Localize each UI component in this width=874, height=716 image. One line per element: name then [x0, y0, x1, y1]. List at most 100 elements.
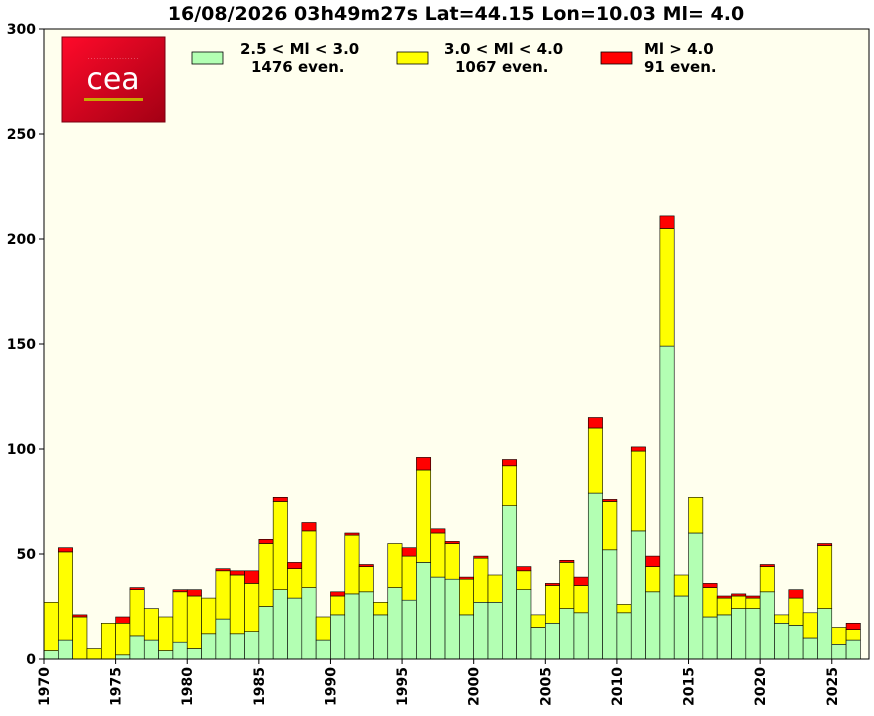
- bar-mid-2024: [817, 545, 833, 609]
- bar-low-1981: [201, 633, 217, 660]
- bar-mid-1998: [444, 543, 460, 580]
- bar-mid-1971: [58, 551, 73, 641]
- bar-low-2025: [831, 643, 847, 660]
- bar-high-1999: [459, 576, 474, 580]
- legend-swatch-low: [191, 51, 224, 65]
- bar-high-1987: [287, 562, 303, 570]
- bar-mid-1979: [172, 591, 188, 643]
- x-tick-label: 2020: [753, 667, 769, 706]
- x-tick-label: 1980: [180, 667, 196, 706]
- x-tick-label: 1990: [323, 667, 339, 706]
- y-tick-label: 150: [7, 337, 36, 353]
- bar-low-1983: [229, 633, 245, 660]
- legend-count-mid: 1067 even.: [455, 58, 548, 76]
- bar-high-2008: [587, 417, 603, 429]
- bar-low-2022: [788, 625, 804, 660]
- bar-low-1989: [315, 639, 331, 660]
- bar-mid-1987: [287, 568, 303, 599]
- bar-mid-1997: [430, 532, 446, 578]
- bar-low-1985: [258, 606, 274, 660]
- bar-low-1984: [244, 631, 260, 660]
- bar-mid-2004: [530, 614, 546, 628]
- bar-low-2001: [487, 601, 503, 660]
- bar-mid-2026: [845, 629, 861, 641]
- cea-logo: · · · · · · · · · · · · · · · · · · cea: [61, 36, 166, 123]
- bar-mid-1970: [43, 601, 59, 651]
- bar-high-2002: [502, 459, 517, 467]
- bar-low-1993: [373, 614, 389, 660]
- bar-mid-2023: [802, 612, 818, 639]
- bar-high-2026: [845, 622, 861, 630]
- bar-mid-1990: [330, 595, 346, 616]
- bar-mid-1993: [373, 601, 389, 616]
- bar-low-1975: [115, 654, 131, 660]
- bar-high-2019: [745, 595, 761, 599]
- bar-high-1979: [172, 589, 188, 593]
- x-tick-label: 2025: [825, 667, 841, 706]
- bar-low-1996: [416, 562, 432, 660]
- y-tick-label: 300: [7, 22, 36, 38]
- bar-high-2000: [473, 555, 489, 559]
- bar-mid-2018: [731, 595, 747, 609]
- bar-low-2000: [473, 601, 489, 660]
- x-tick-label: 2010: [610, 667, 626, 706]
- y-axis: 0 50 100 150 200 250 300: [7, 22, 44, 668]
- legend-range-low: 2.5 < Ml < 3.0: [240, 40, 359, 58]
- bar-low-2008: [587, 492, 603, 660]
- bar-mid-2001: [487, 574, 503, 603]
- x-tick-label: 1970: [37, 667, 53, 706]
- bar-high-2006: [559, 559, 575, 563]
- x-tick-label: 2015: [682, 667, 698, 706]
- bar-low-2004: [530, 627, 546, 660]
- legend: 2.5 < Ml < 3.0 1476 even. 3.0 < Ml < 4.0…: [191, 40, 717, 76]
- bar-high-1991: [344, 532, 360, 536]
- bar-mid-1976: [129, 589, 145, 637]
- bar-mid-1982: [215, 570, 231, 620]
- bar-high-1975: [115, 616, 131, 624]
- bar-mid-2014: [673, 574, 689, 597]
- legend-count-low: 1476 even.: [251, 58, 344, 76]
- bar-high-2024: [817, 543, 833, 546]
- bar-low-2014: [673, 595, 689, 660]
- bar-mid-1974: [100, 622, 116, 660]
- bar-mid-1984: [244, 583, 260, 633]
- bar-high-2020: [759, 564, 775, 567]
- bar-mid-2019: [745, 597, 761, 609]
- bar-mid-1994: [387, 543, 403, 588]
- legend-range-mid: 3.0 < Ml < 4.0: [444, 40, 563, 58]
- bar-low-2012: [645, 591, 661, 660]
- bar-low-1992: [358, 591, 374, 660]
- bar-mid-1977: [143, 608, 159, 641]
- bar-low-1970: [43, 650, 59, 660]
- bar-low-1977: [143, 639, 159, 660]
- legend-swatch-high: [600, 51, 633, 65]
- bar-mid-2007: [573, 585, 589, 614]
- bar-low-1998: [444, 578, 460, 660]
- bar-mid-2015: [688, 496, 704, 534]
- bar-low-1997: [430, 576, 446, 660]
- x-tick-label: 2000: [467, 667, 483, 706]
- logo-text: cea: [86, 62, 139, 97]
- bar-high-1971: [58, 547, 73, 553]
- bar-mid-2021: [774, 614, 790, 624]
- bar-mid-2022: [788, 597, 804, 626]
- bar-high-2003: [516, 566, 532, 572]
- x-tick-label: 1985: [252, 667, 268, 706]
- y-tick-label: 250: [7, 127, 36, 143]
- bar-low-1979: [172, 641, 188, 660]
- bar-low-2020: [759, 591, 775, 660]
- bar-high-1980: [186, 589, 202, 597]
- bar-low-1999: [459, 614, 474, 660]
- bar-high-1997: [430, 528, 446, 534]
- x-tick-label: 1975: [109, 667, 125, 706]
- chart-title: 16/08/2026 03h49m27s Lat=44.15 Lon=10.03…: [168, 3, 744, 25]
- bar-low-2002: [502, 505, 517, 660]
- bar-low-1980: [186, 648, 202, 660]
- bar-mid-1975: [115, 622, 131, 656]
- bar-low-2015: [688, 532, 704, 660]
- bar-high-1976: [129, 587, 145, 590]
- bar-low-1995: [401, 599, 417, 660]
- svg-text:· · · · · · · · · · · · · · ·: · · · · · · · · · · · · · · · · · ·: [88, 57, 138, 62]
- bar-high-2005: [545, 583, 560, 586]
- bar-low-2007: [573, 612, 589, 660]
